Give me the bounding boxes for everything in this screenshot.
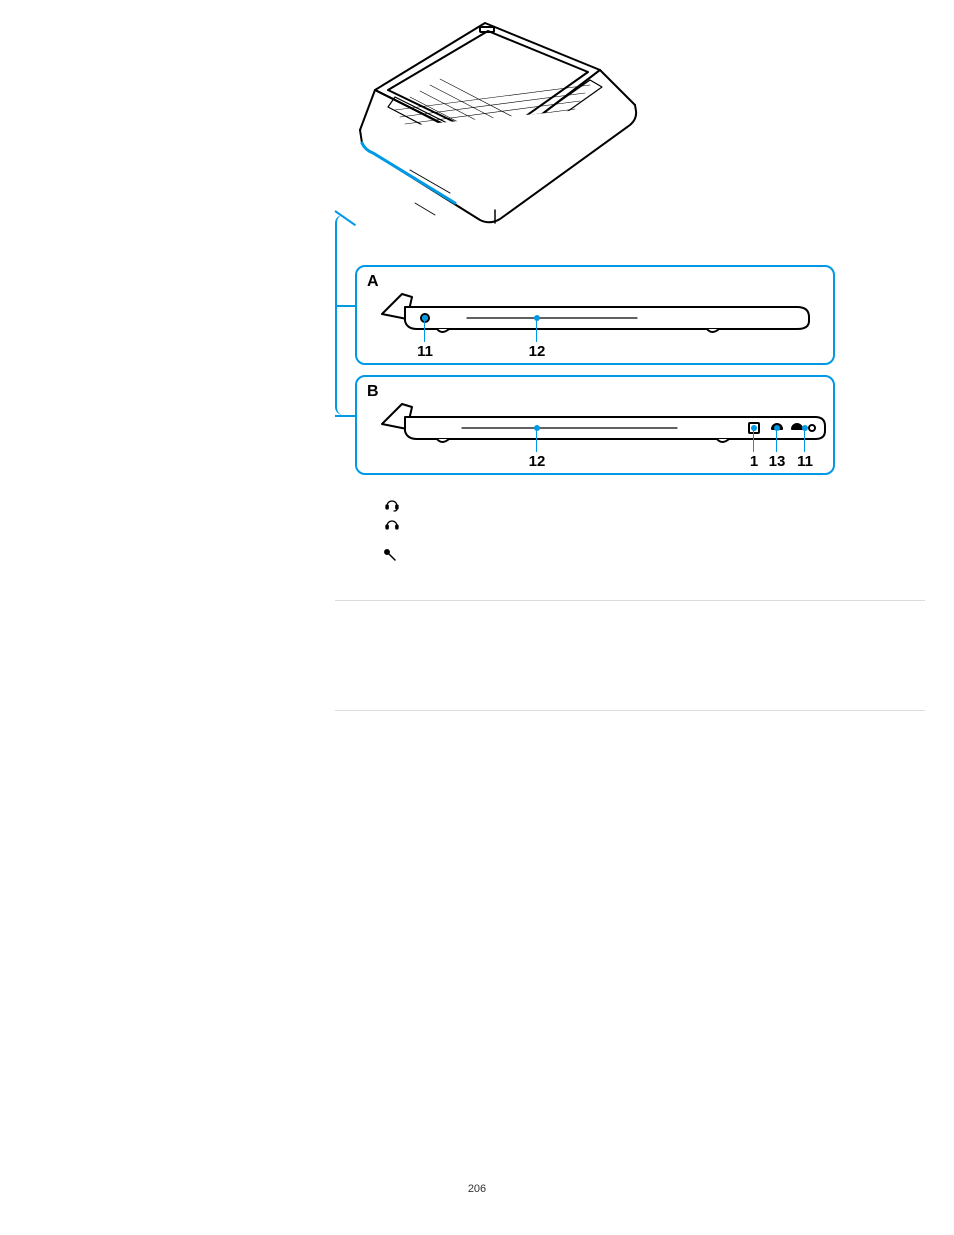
panel-a: A <box>355 265 835 365</box>
panel-b-dot-11 <box>802 425 808 431</box>
callout-connector <box>335 215 355 415</box>
headphones-icon-row <box>385 518 399 532</box>
panel-a-num-11: 11 <box>417 343 433 360</box>
panel-a-dot-12 <box>534 315 540 321</box>
panel-b-dot-12 <box>534 425 540 431</box>
connector-to-b <box>335 415 355 417</box>
main-content: A <box>335 15 925 470</box>
headset-icon-1-row <box>385 498 399 512</box>
panel-b-line-13 <box>776 428 777 452</box>
panel-b-line-12 <box>536 428 537 452</box>
panel-b-line-1 <box>753 428 754 452</box>
page-number: 206 <box>0 1183 954 1195</box>
side-profile-a <box>377 289 817 339</box>
panel-a-line-12 <box>536 318 537 342</box>
panel-a-dot-11 <box>422 315 428 321</box>
panel-b-dot-13 <box>774 425 780 431</box>
document-page: A <box>0 0 954 1235</box>
microphone-icon-row <box>383 548 399 564</box>
panel-b-line-11 <box>804 428 805 452</box>
side-profile-b <box>377 399 827 449</box>
divider-2 <box>335 710 925 711</box>
panel-b-dot-1 <box>751 425 757 431</box>
panel-b-num-13: 13 <box>769 453 786 470</box>
panel-b-num-11: 11 <box>797 453 813 470</box>
panel-a-line-11 <box>424 318 425 342</box>
divider-1 <box>335 600 925 601</box>
laptop-edge-highlight <box>340 15 640 245</box>
panel-b: B <box>355 375 835 475</box>
panel-b-num-1: 1 <box>750 453 758 470</box>
microphone-icon <box>383 548 399 564</box>
headset-icon <box>385 498 399 512</box>
connector-to-a <box>335 305 355 307</box>
laptop-diagram: A <box>335 15 835 470</box>
panel-a-num-12: 12 <box>529 343 546 360</box>
panel-b-num-12: 12 <box>529 453 546 470</box>
headphones-icon <box>385 518 399 532</box>
